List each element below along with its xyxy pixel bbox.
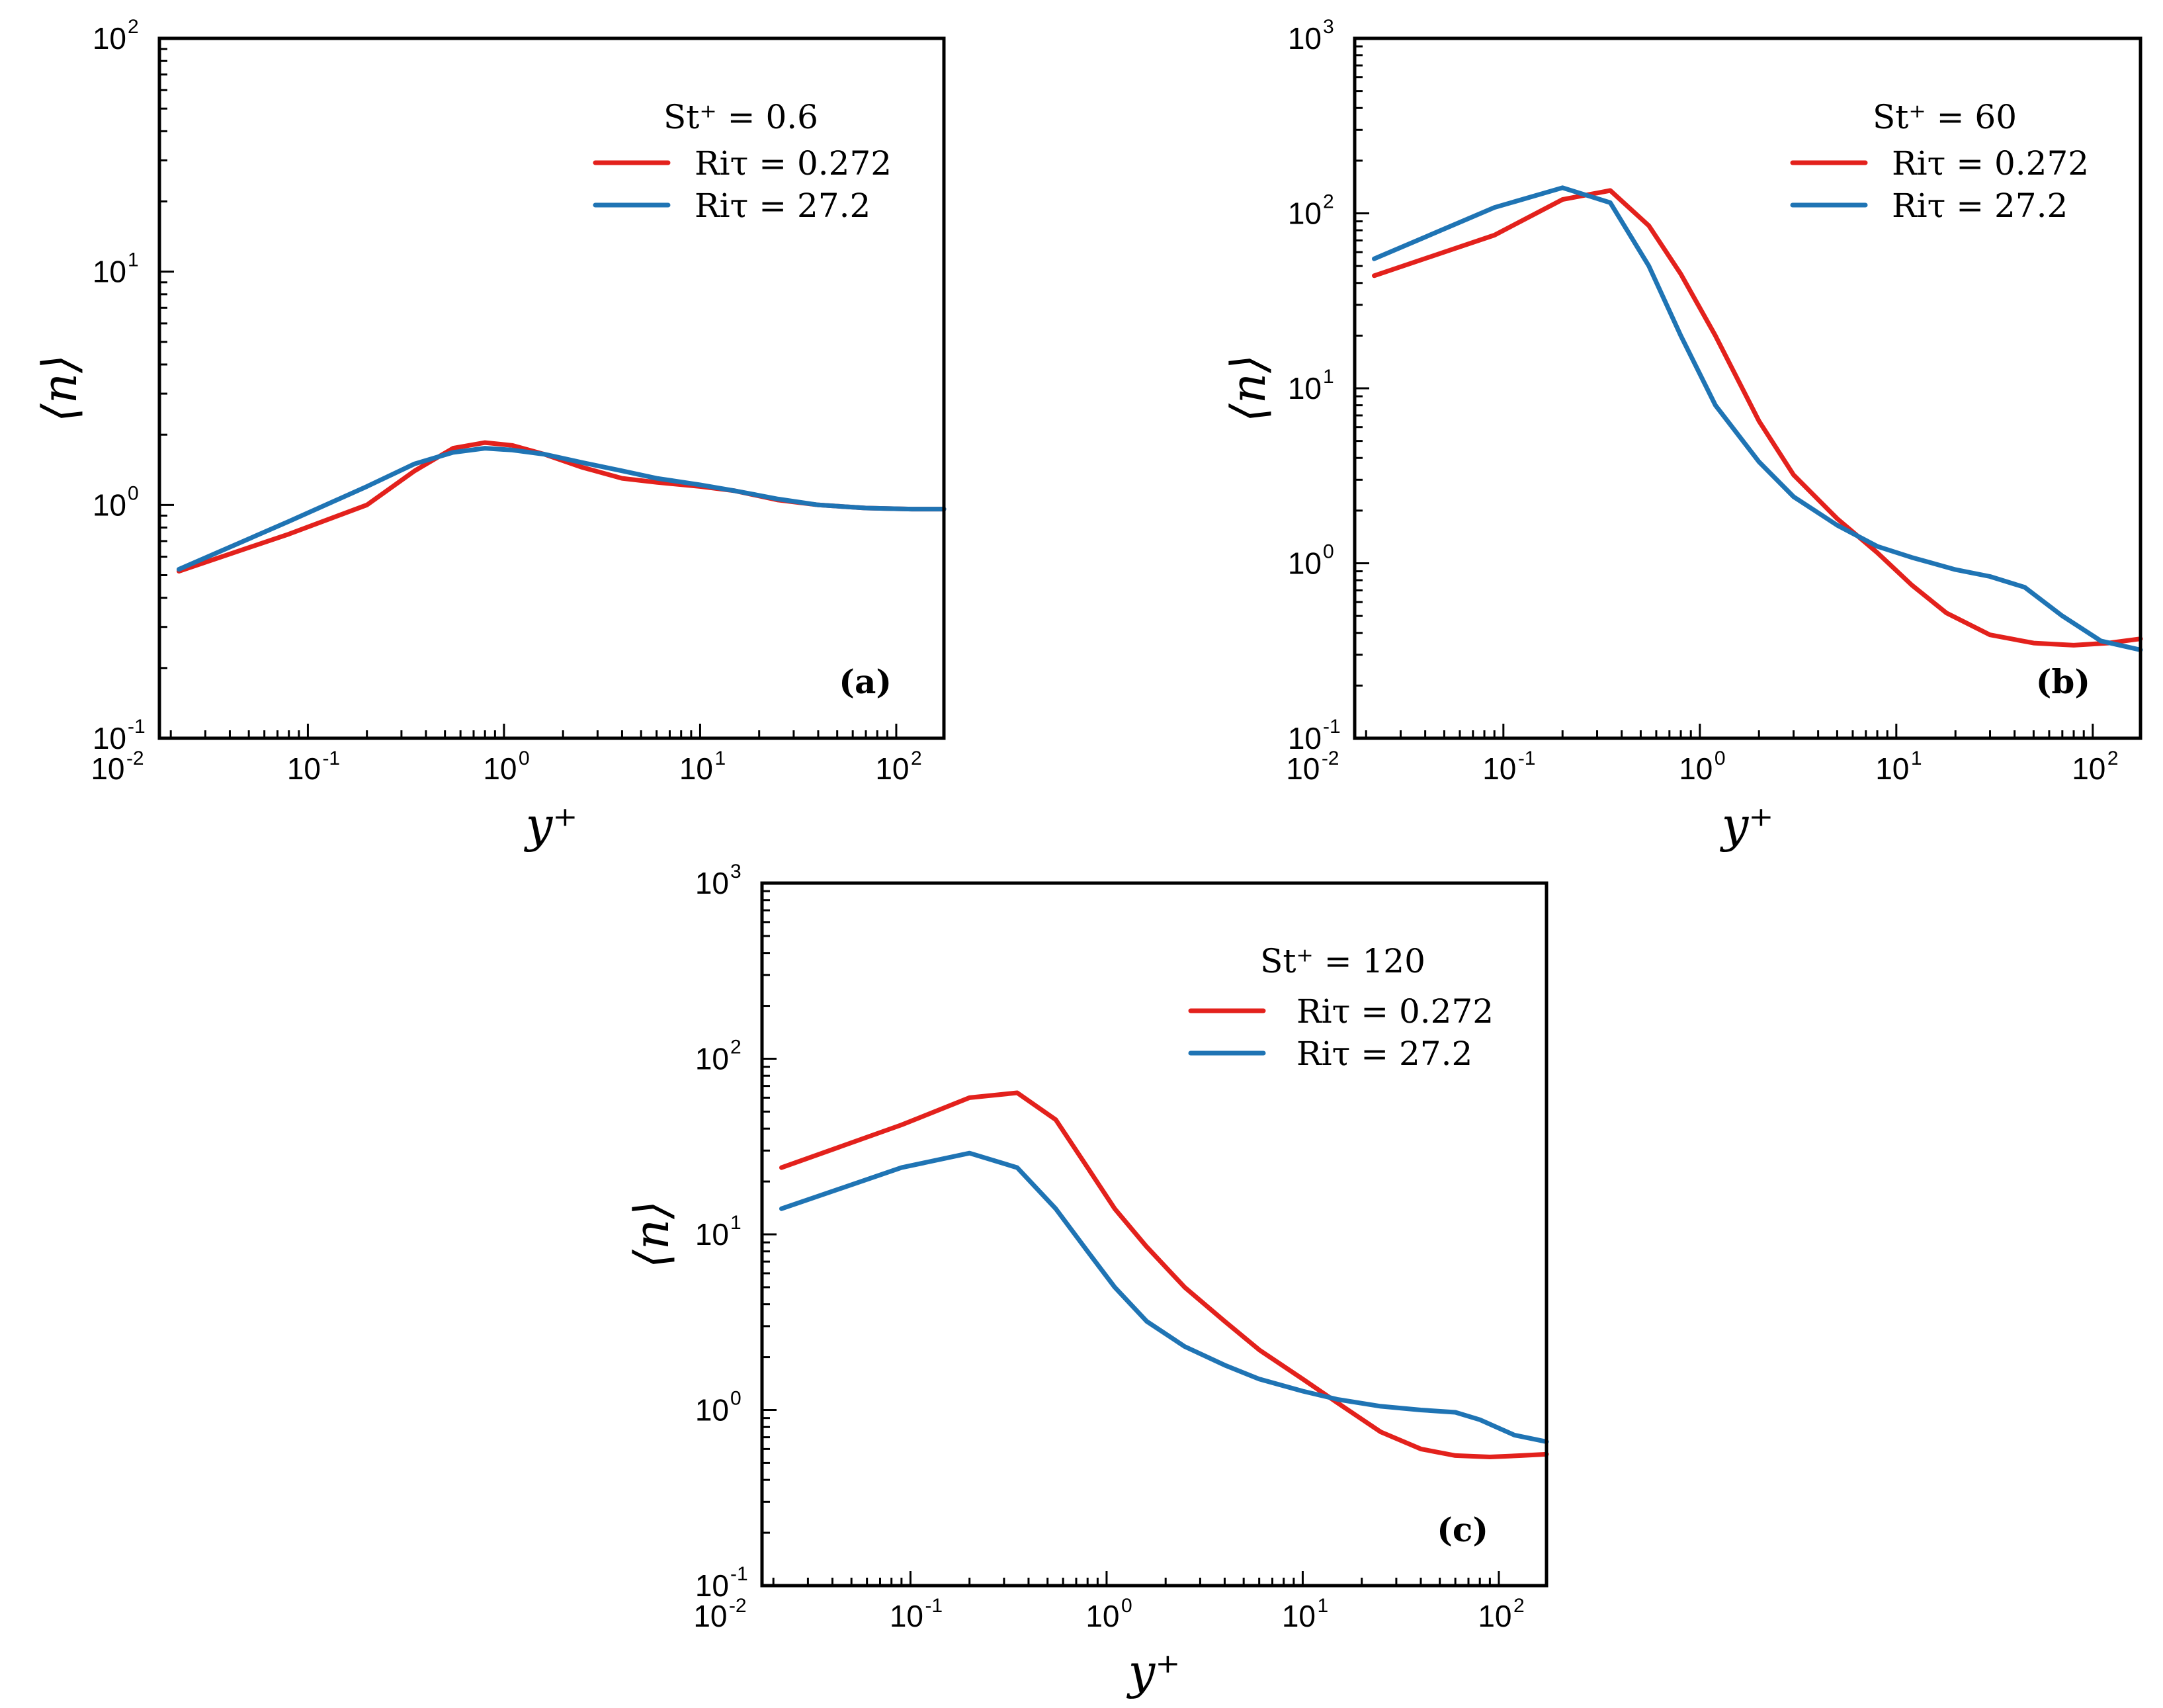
x-axis-label: y⁺ bbox=[1126, 1644, 1181, 1699]
x-tick-exponent: 2 bbox=[911, 747, 922, 769]
y-tick-label: 10 bbox=[1288, 196, 1322, 231]
x-tick-label: 10 bbox=[1085, 1599, 1119, 1633]
y-tick-exponent: 0 bbox=[730, 1388, 742, 1410]
y-tick-exponent: 0 bbox=[1323, 541, 1334, 563]
plot-frame bbox=[760, 881, 1548, 1588]
x-tick-exponent: 0 bbox=[519, 747, 530, 769]
legend-title: St⁺ = 120 bbox=[1260, 942, 1425, 980]
x-tick-label: 10 bbox=[875, 751, 909, 786]
x-tick-exponent: 1 bbox=[1911, 747, 1922, 769]
x-tick-exponent: 1 bbox=[714, 747, 726, 769]
x-tick-exponent: -1 bbox=[322, 747, 340, 769]
y-tick-label: 10 bbox=[93, 721, 126, 755]
y-tick-exponent: 3 bbox=[730, 861, 742, 882]
x-tick-label: 10 bbox=[2072, 751, 2105, 786]
y-tick-exponent: -1 bbox=[730, 1563, 748, 1585]
y-tick-exponent: -1 bbox=[1323, 716, 1341, 738]
x-tick-label: 10 bbox=[1478, 1599, 1511, 1633]
y-tick-exponent: 1 bbox=[1323, 366, 1334, 388]
x-tick-label: 10 bbox=[679, 751, 713, 786]
legend-entry-red: Riτ = 0.272 bbox=[1892, 144, 2089, 183]
x-tick-label: 10 bbox=[91, 751, 124, 786]
x-tick-exponent: 1 bbox=[1317, 1595, 1328, 1617]
y-tick-exponent: 0 bbox=[128, 482, 139, 504]
x-tick-exponent: -1 bbox=[925, 1595, 943, 1617]
series-line-ri-27-2 bbox=[1372, 185, 2143, 652]
panel-label: (c) bbox=[1437, 1510, 1488, 1549]
x-tick-label: 10 bbox=[1282, 1599, 1316, 1633]
y-axis-label: ⟨n⟩ bbox=[624, 1201, 679, 1269]
x-tick-exponent: 0 bbox=[1715, 747, 1726, 769]
y-tick-exponent: -1 bbox=[128, 716, 146, 738]
x-tick-exponent: -1 bbox=[1518, 747, 1536, 769]
x-axis-label: y⁺ bbox=[1720, 797, 1774, 853]
y-tick-label: 10 bbox=[1288, 371, 1322, 406]
panel-label: (a) bbox=[839, 662, 892, 701]
x-tick-label: 10 bbox=[1482, 751, 1516, 786]
y-tick-label: 10 bbox=[1288, 21, 1322, 56]
y-tick-label: 10 bbox=[1288, 546, 1322, 581]
x-tick-label: 10 bbox=[287, 751, 321, 786]
y-tick-label: 10 bbox=[93, 488, 126, 522]
legend-entry-blue: Riτ = 27.2 bbox=[695, 187, 870, 225]
series-line-ri-0-272 bbox=[779, 1090, 1549, 1459]
y-tick-exponent: 1 bbox=[128, 249, 139, 271]
x-tick-label: 10 bbox=[1679, 751, 1713, 786]
y-tick-exponent: 1 bbox=[730, 1212, 742, 1234]
y-tick-label: 10 bbox=[695, 1568, 729, 1603]
x-tick-exponent: -2 bbox=[1322, 747, 1339, 769]
x-tick-exponent: -2 bbox=[126, 747, 144, 769]
y-tick-label: 10 bbox=[695, 1042, 729, 1076]
plot-frame bbox=[157, 36, 946, 740]
y-tick-exponent: 3 bbox=[1323, 16, 1334, 38]
panel-a: 10 -2 10 -1 10 0 10 1 10 210 -110 010 110 2 y⁺ ⟨n⟩ St… bbox=[32, 16, 947, 853]
legend-title: St⁺ = 60 bbox=[1873, 98, 2017, 136]
y-tick-label: 10 bbox=[93, 21, 126, 56]
x-tick-label: 10 bbox=[890, 1599, 923, 1633]
panel-c: 10 -2 10 -1 10 0 10 1 10 210 -110 010 110 210 3 y⁺ ⟨n⟩… bbox=[624, 861, 1549, 1699]
y-tick-exponent: 2 bbox=[730, 1037, 742, 1058]
x-tick-label: 10 bbox=[693, 1599, 727, 1633]
legend-entry-blue: Riτ = 27.2 bbox=[1296, 1035, 1472, 1073]
x-tick-exponent: 2 bbox=[2107, 747, 2119, 769]
y-tick-exponent: 2 bbox=[128, 16, 139, 38]
y-tick-exponent: 2 bbox=[1323, 191, 1334, 213]
legend-entry-red: Riτ = 0.272 bbox=[1296, 992, 1494, 1031]
x-tick-label: 10 bbox=[1286, 751, 1320, 786]
x-tick-exponent: -2 bbox=[729, 1595, 747, 1617]
y-tick-label: 10 bbox=[1288, 721, 1322, 755]
series-line-ri-0-272 bbox=[1372, 188, 2143, 648]
x-tick-exponent: 2 bbox=[1513, 1595, 1525, 1617]
panel-b: 10 -2 10 -1 10 0 10 1 10 210 -110 010 110 210 3 y⁺ ⟨n⟩… bbox=[1220, 16, 2143, 853]
x-tick-exponent: 0 bbox=[1121, 1595, 1132, 1617]
plot-frame bbox=[1353, 36, 2142, 740]
y-tick-label: 10 bbox=[93, 255, 126, 289]
y-axis-label: ⟨n⟩ bbox=[1220, 355, 1276, 423]
legend-title: St⁺ = 0.6 bbox=[663, 98, 818, 136]
y-tick-label: 10 bbox=[695, 1393, 729, 1428]
series-line-ri-27-2 bbox=[779, 1150, 1549, 1444]
legend-entry-blue: Riτ = 27.2 bbox=[1892, 187, 2068, 225]
x-axis-label: y⁺ bbox=[524, 797, 578, 853]
y-tick-label: 10 bbox=[695, 866, 729, 900]
x-tick-label: 10 bbox=[483, 751, 517, 786]
panel-label: (b) bbox=[2036, 662, 2090, 701]
x-tick-label: 10 bbox=[1875, 751, 1909, 786]
y-axis-label: ⟨n⟩ bbox=[32, 355, 87, 423]
y-tick-label: 10 bbox=[695, 1217, 729, 1252]
series-line-ri-27-2 bbox=[177, 446, 947, 572]
legend-entry-red: Riτ = 0.272 bbox=[695, 144, 892, 183]
